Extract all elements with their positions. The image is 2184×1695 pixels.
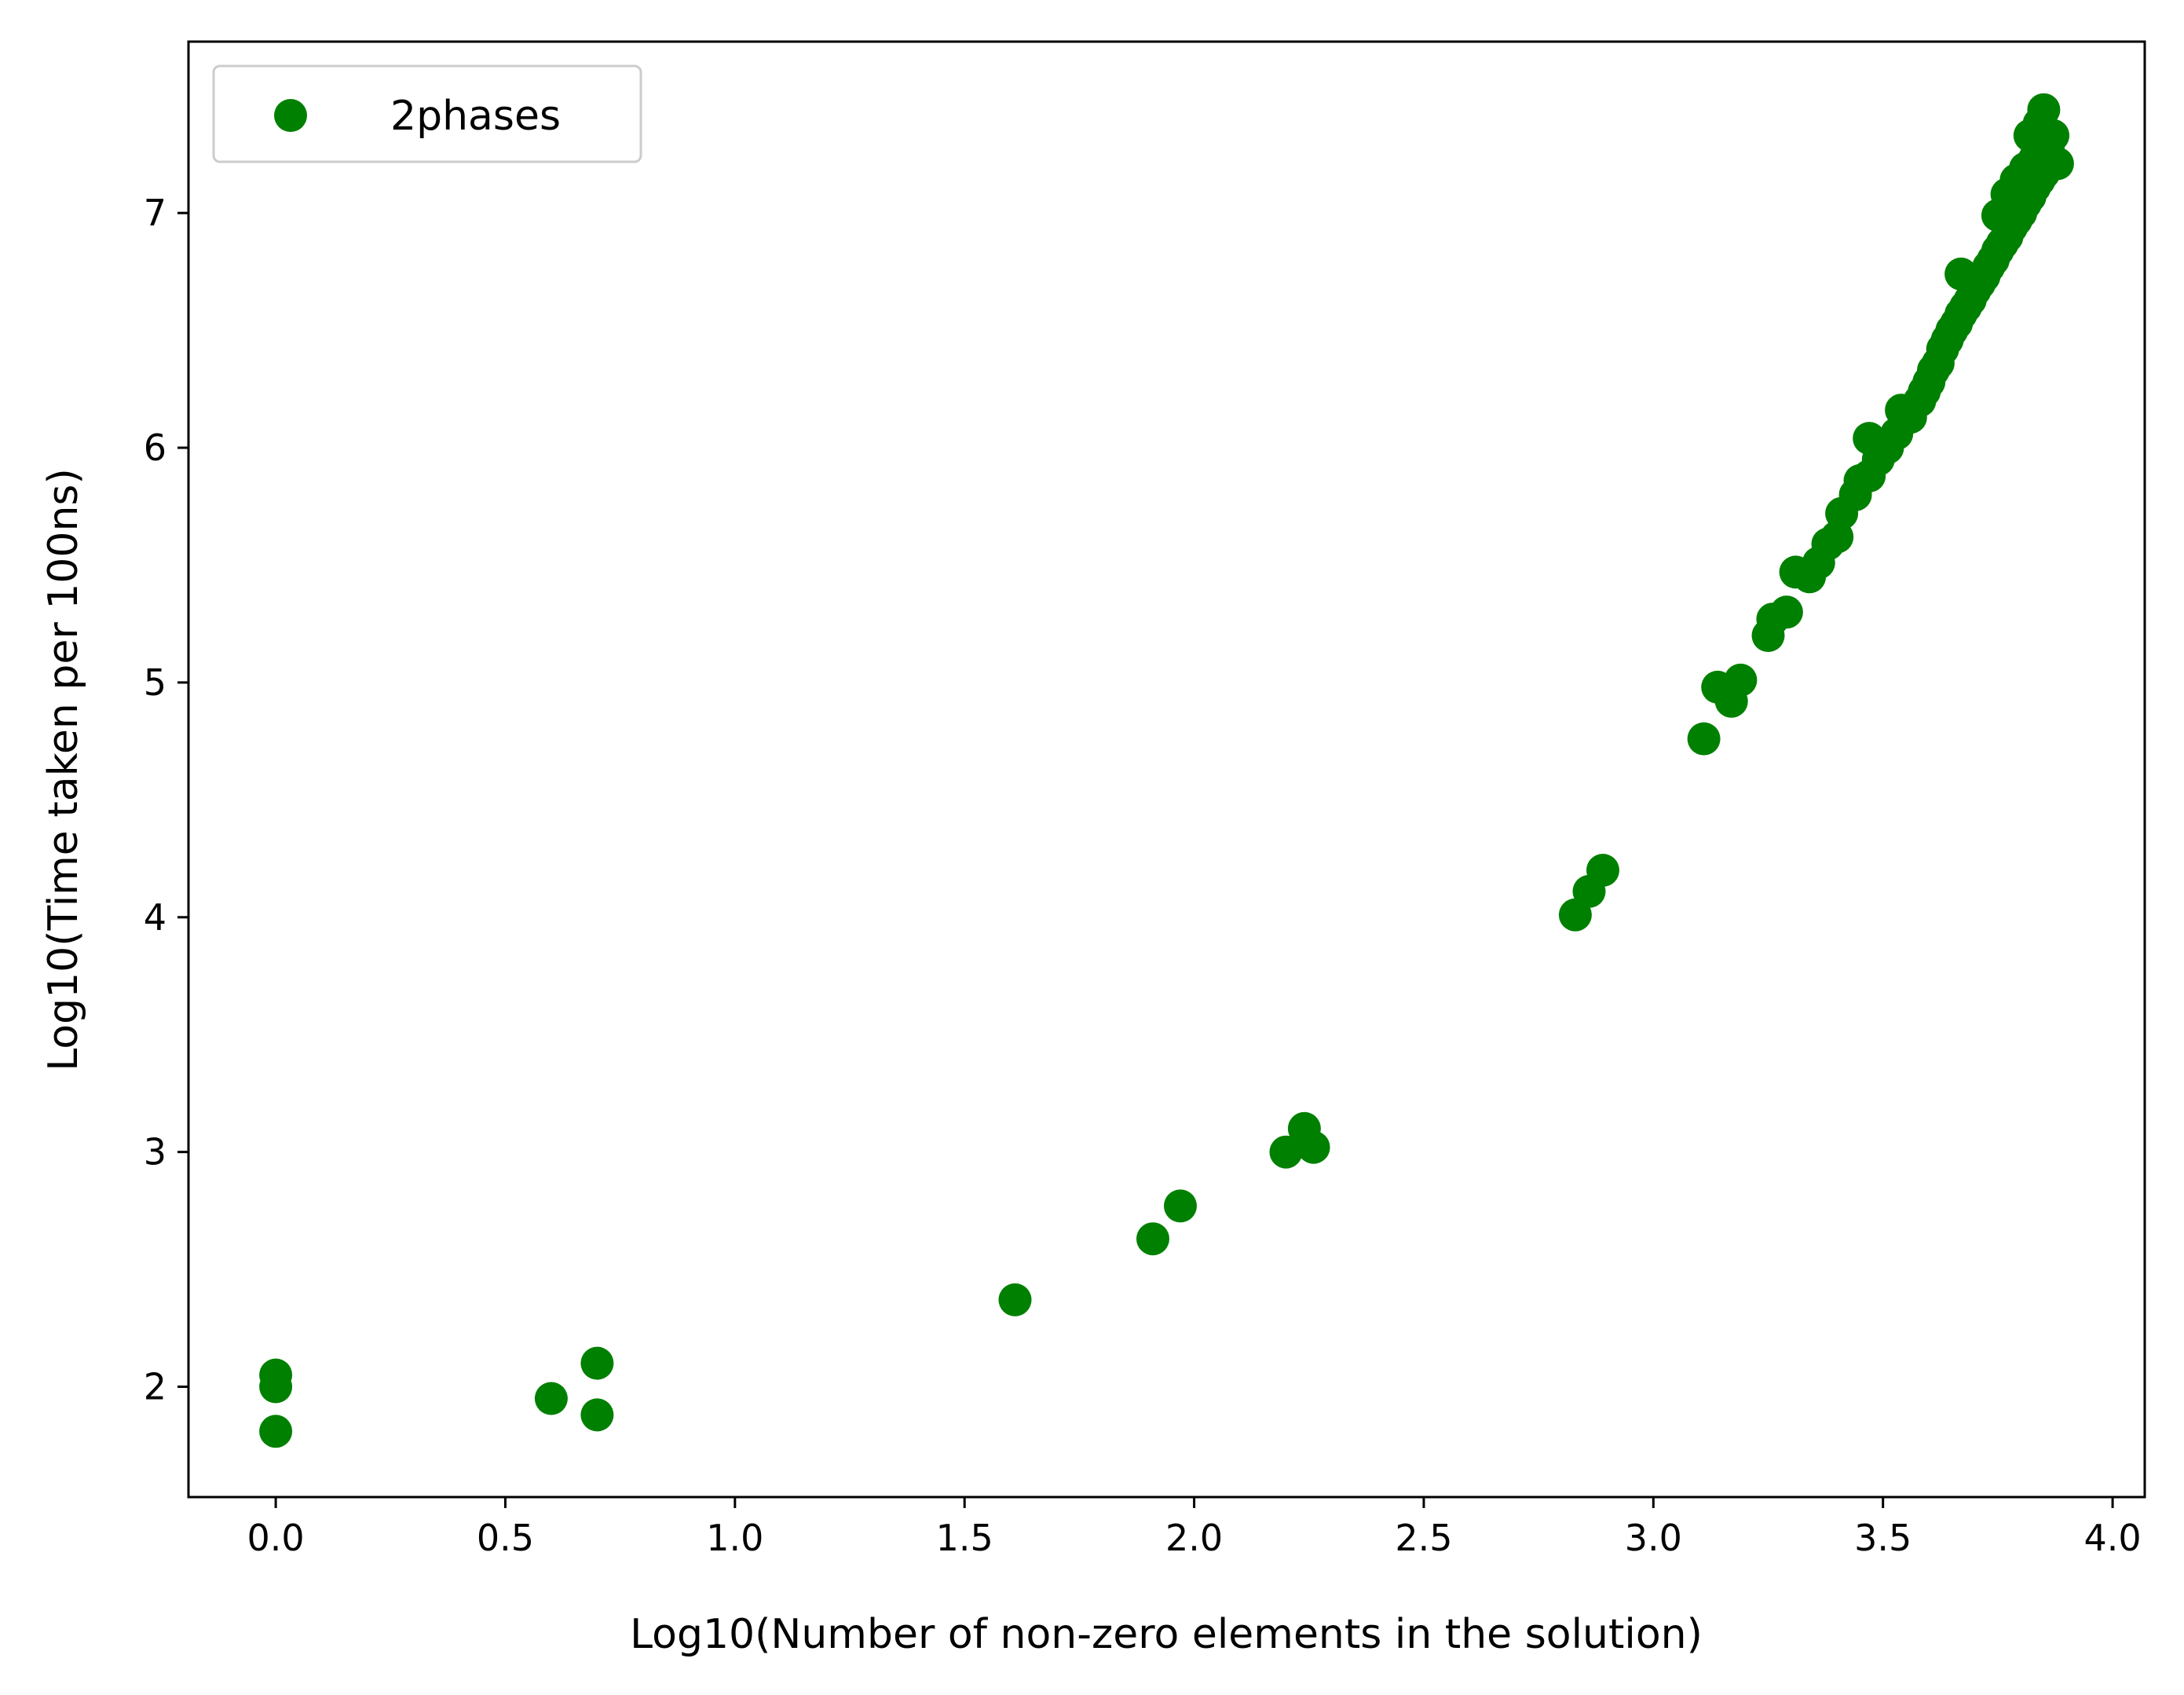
y-tick-label: 7: [144, 192, 166, 234]
x-tick-label: 1.0: [706, 1517, 763, 1559]
x-tick-label: 1.5: [936, 1517, 993, 1559]
x-tick-label: 0.5: [477, 1517, 534, 1559]
data-point: [534, 1382, 568, 1415]
data-point: [1687, 722, 1721, 756]
y-tick-label: 5: [144, 661, 166, 704]
x-tick-label: 3.5: [1854, 1517, 1911, 1559]
plot-area-frame: [187, 40, 2146, 1499]
y-axis-label: Log10(Time taken per 100ns): [40, 468, 87, 1071]
data-point: [1297, 1130, 1330, 1164]
data-point: [259, 1358, 293, 1392]
data-point: [998, 1283, 1032, 1316]
data-point: [1136, 1222, 1169, 1256]
data-point: [2036, 119, 2070, 152]
legend: 2phases: [212, 64, 642, 163]
x-axis-label: Log10(Number of non-zero elements in the…: [630, 1611, 1703, 1658]
legend-marker-2phases: [274, 99, 307, 132]
y-tick-label: 6: [144, 426, 166, 469]
x-tick-label: 0.0: [247, 1517, 305, 1559]
data-point: [1164, 1189, 1197, 1223]
data-point: [1586, 854, 1619, 887]
y-tick-label: 3: [144, 1131, 166, 1173]
data-point: [580, 1346, 614, 1380]
y-axis-ticks: 2 3 4 5 6 7: [144, 192, 188, 1408]
y-tick-label: 4: [144, 896, 166, 939]
legend-label-2phases: 2phases: [390, 93, 561, 140]
data-point: [259, 1415, 293, 1448]
data-point: [1769, 595, 1803, 629]
scatter-points: [259, 93, 2074, 1448]
data-point: [580, 1398, 614, 1432]
x-tick-label: 3.0: [1625, 1517, 1682, 1559]
data-point: [2027, 93, 2061, 126]
legend-box: [212, 64, 642, 163]
y-tick-label: 2: [144, 1366, 166, 1408]
x-tick-label: 4.0: [2083, 1517, 2141, 1559]
x-tick-label: 2.5: [1395, 1517, 1452, 1559]
data-point: [1269, 1135, 1303, 1169]
data-point: [2040, 147, 2074, 181]
x-axis-ticks: 0.0 0.5 1.0 1.5 2.0 2.5 3.0 3.5 4.0: [247, 1497, 2142, 1559]
data-point: [1724, 663, 1758, 697]
x-tick-label: 2.0: [1165, 1517, 1223, 1559]
